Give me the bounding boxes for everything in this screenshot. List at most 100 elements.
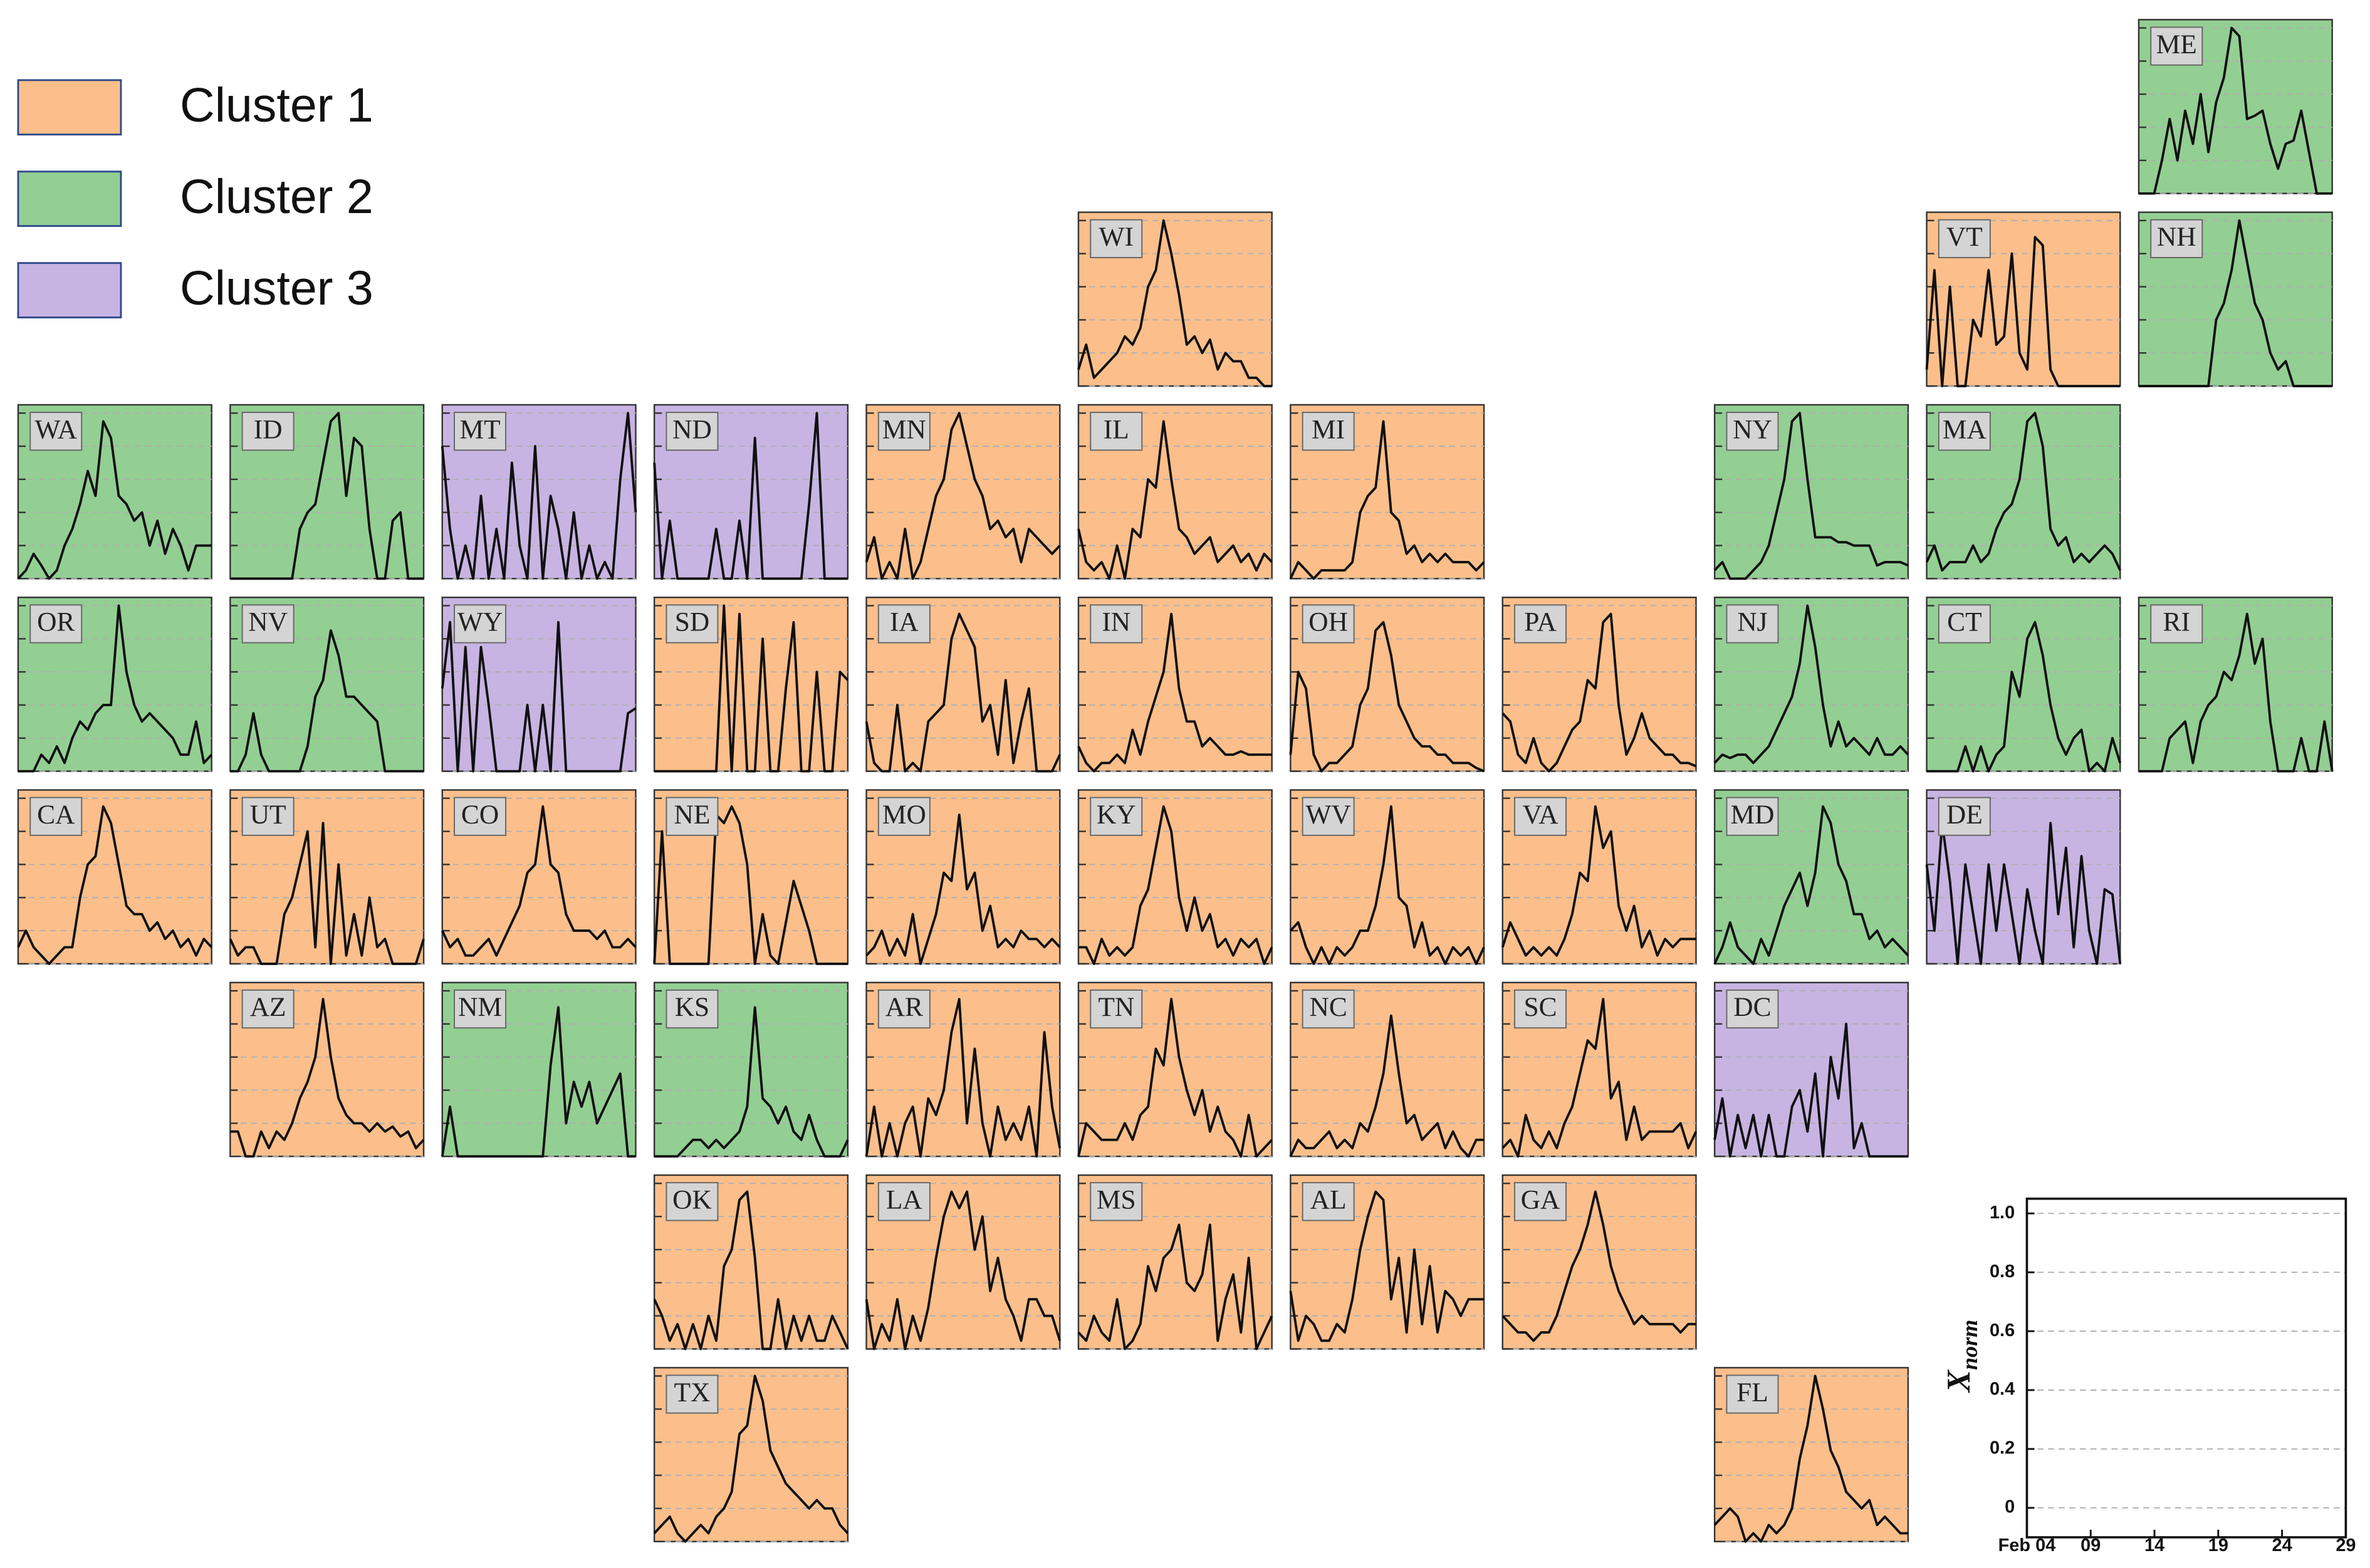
state-tile: MO — [865, 789, 1061, 965]
y-tick-label: 1.0 — [1990, 1203, 2015, 1223]
state-tile: DC — [1713, 981, 1909, 1158]
tile-label: CO — [461, 800, 499, 830]
series-line — [1289, 620, 1485, 773]
x-tick-label: 14 — [2144, 1535, 2164, 1555]
series-line — [230, 412, 424, 580]
state-tile: FL — [1713, 1367, 1909, 1543]
series-line — [865, 412, 1061, 580]
state-tile: GA — [1501, 1174, 1697, 1350]
state-tile: OH — [1289, 597, 1485, 773]
tile-label-box — [1090, 797, 1143, 836]
tile-label: SD — [675, 607, 710, 637]
state-tile: IL — [1077, 404, 1273, 580]
state-tile: OR — [17, 597, 213, 773]
series-line — [2138, 219, 2332, 387]
tile-label: CT — [1947, 607, 1981, 637]
series-line — [1501, 612, 1697, 773]
series-line — [1077, 998, 1273, 1158]
tile-label: WA — [34, 414, 77, 444]
series-line — [1925, 412, 2122, 572]
tile-label-box — [454, 604, 507, 644]
tile-label: ND — [672, 414, 712, 444]
tile-label-box — [1090, 412, 1143, 451]
series-line — [1713, 805, 1909, 965]
series-line — [653, 1190, 849, 1351]
tile-label: OH — [1308, 607, 1348, 637]
legend-label: Cluster 1 — [180, 78, 373, 132]
tile-label-box — [877, 989, 931, 1029]
state-tile: SC — [1501, 981, 1698, 1158]
series-line — [17, 420, 212, 580]
tile-label: ID — [254, 414, 283, 444]
tile-label-box — [1302, 1182, 1355, 1221]
state-tile: IA — [865, 597, 1062, 773]
tile-label-box — [2150, 219, 2203, 258]
state-tile: KY — [1077, 789, 1273, 965]
tile-label: DC — [1733, 992, 1771, 1022]
series-line — [230, 629, 424, 773]
tile-label-box — [1726, 989, 1779, 1029]
state-tile: VA — [1501, 789, 1697, 965]
tile-label: SC — [1524, 992, 1557, 1022]
state-tile: NE — [653, 789, 849, 965]
series-line — [1289, 420, 1485, 580]
y-tick-label: 0.6 — [1990, 1320, 2015, 1341]
tile-label: FL — [1736, 1377, 1768, 1408]
tile-label: MA — [1943, 414, 1987, 444]
series-line — [653, 412, 848, 580]
state-tile: MT — [441, 404, 637, 580]
tile-label-box — [241, 989, 295, 1029]
tile-label-box — [1938, 412, 1991, 451]
tile-label-box — [1938, 604, 1991, 644]
tile-label: TX — [674, 1377, 711, 1408]
tile-label-box — [1090, 989, 1143, 1029]
tile-label: NJ — [1737, 607, 1767, 637]
state-tile: TX — [653, 1367, 849, 1543]
series-line — [18, 604, 213, 773]
series-line — [1925, 822, 2122, 965]
tile-label: NE — [674, 800, 711, 830]
state-tile: VT — [1925, 211, 2121, 387]
y-tick-label: 0.2 — [1990, 1438, 2015, 1458]
tile-label-box — [241, 412, 295, 451]
tile-label-box — [29, 604, 83, 644]
tile-label-box — [666, 989, 719, 1029]
state-tile: WV — [1289, 789, 1485, 965]
y-tick-label: 0 — [2005, 1497, 2015, 1517]
tile-label: WY — [457, 607, 503, 637]
y-tick-label: 0.4 — [1990, 1379, 2015, 1399]
tile-label: IN — [1102, 607, 1130, 637]
state-tile: MA — [1925, 404, 2122, 580]
tile-label: MT — [459, 414, 500, 444]
state-tile: NV — [229, 597, 425, 773]
series-line — [865, 813, 1061, 965]
tile-label: AR — [885, 992, 923, 1022]
series-line — [441, 620, 637, 773]
series-line — [1713, 604, 1909, 765]
tile-label-box — [1090, 1182, 1143, 1221]
tile-label: WI — [1099, 222, 1134, 252]
series-line — [1501, 805, 1696, 957]
tile-label: RI — [2163, 607, 2190, 637]
tile-label-box — [666, 412, 719, 451]
state-tile: LA — [865, 1174, 1062, 1351]
tile-label: NV — [248, 607, 288, 637]
state-tile: RI — [2138, 597, 2334, 773]
tile-label: IA — [890, 607, 919, 637]
x-tick-label: 29 — [2336, 1535, 2356, 1555]
tile-label-box — [1514, 1182, 1567, 1221]
tile-label-box — [666, 1182, 719, 1221]
tile-label-box — [2150, 604, 2203, 644]
tile-label-box — [1302, 797, 1355, 836]
legend-swatch — [17, 170, 122, 227]
tile-label: KY — [1097, 800, 1136, 830]
tile-label-box — [29, 412, 83, 451]
state-tile: TN — [1077, 981, 1273, 1158]
y-axis-label: Xnorm — [1941, 1320, 1982, 1394]
tile-label-box — [1514, 604, 1567, 644]
state-tile: OK — [653, 1174, 849, 1351]
tile-label-box — [666, 1374, 719, 1414]
series-line — [1501, 1190, 1696, 1342]
tile-label-box — [454, 989, 507, 1029]
series-line — [1078, 805, 1273, 965]
